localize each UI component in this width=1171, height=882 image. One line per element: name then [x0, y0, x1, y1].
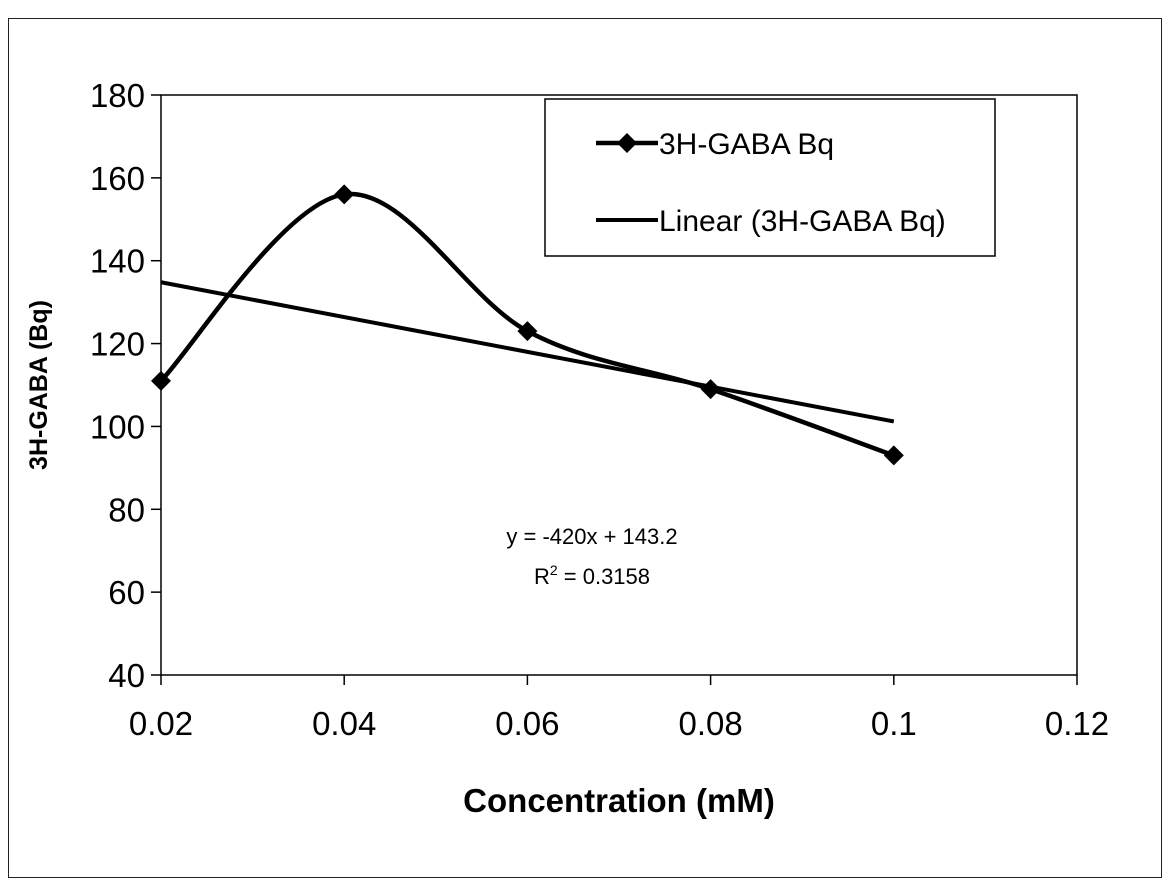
- x-tick-label: 0.04: [312, 705, 376, 742]
- y-tick-label: 160: [90, 160, 145, 197]
- y-tick-label: 40: [108, 657, 145, 694]
- r-squared-value: = 0.3158: [558, 564, 650, 589]
- x-tick-label: 0.12: [1045, 705, 1109, 742]
- legend-label-trendline: Linear (3H-GABA Bq): [659, 205, 946, 238]
- legend: 3H-GABA Bq Linear (3H-GABA Bq): [544, 98, 996, 257]
- y-tick-label: 120: [90, 326, 145, 363]
- series-line: [159, 191, 895, 458]
- y-tick-label: 140: [90, 243, 145, 280]
- x-axis: 0.02 0.04 0.06 0.08 0.1 0.12: [129, 675, 1109, 742]
- legend-label-series: 3H-GABA Bq: [659, 128, 834, 161]
- r-squared-sup: 2: [550, 562, 558, 578]
- y-axis: 40 60 80 100 120 140 160 180: [90, 77, 161, 694]
- r-squared-label: R2 = 0.3158: [534, 562, 650, 589]
- chart-frame: [8, 18, 1162, 878]
- legend-diamond-marker: [617, 133, 637, 153]
- r-squared-prefix: R: [534, 564, 550, 589]
- y-tick-label: 80: [108, 491, 145, 528]
- x-axis-title: Concentration (mM): [463, 782, 775, 819]
- data-point-marker: [883, 445, 904, 466]
- data-point-marker: [151, 370, 171, 391]
- trendline-equation: y = -420x + 143.2: [506, 524, 677, 549]
- y-axis-title: 3H-GABA (Bq): [25, 300, 53, 470]
- x-tick-label: 0.06: [495, 705, 559, 742]
- series-markers: [151, 184, 904, 466]
- x-tick-label: 0.02: [129, 705, 193, 742]
- data-point-marker: [334, 184, 355, 205]
- y-tick-label: 100: [90, 408, 145, 445]
- data-point-marker: [700, 379, 721, 400]
- y-tick-label: 180: [90, 77, 145, 114]
- x-tick-label: 0.1: [871, 705, 917, 742]
- data-point-marker: [517, 321, 538, 342]
- trendline: [160, 280, 895, 424]
- legend-box: [544, 98, 996, 257]
- x-tick-label: 0.08: [678, 705, 742, 742]
- y-tick-label: 60: [108, 574, 145, 611]
